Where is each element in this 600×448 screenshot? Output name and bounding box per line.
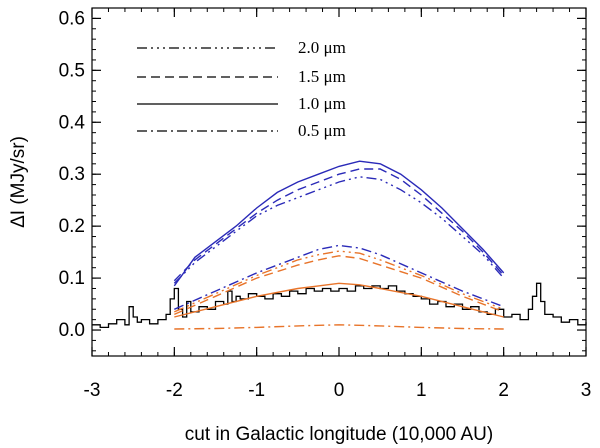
series-line-6 [174, 282, 504, 318]
legend-label-1um: 1.0 μm [298, 94, 346, 113]
observed-histogram-line [92, 282, 587, 329]
series-layer [92, 160, 587, 330]
legend-label-2um: 2.0 μm [298, 38, 346, 57]
x-tick-label: -1 [248, 380, 265, 401]
y-tick-label: 0.4 [59, 112, 86, 133]
y-tick-label: 0.3 [59, 164, 85, 185]
series-line-2 [173, 160, 505, 287]
legend-label-1-5um: 1.5 μm [298, 67, 346, 86]
y-tick-label: 0.1 [59, 268, 85, 289]
y-tick-label: 0.0 [59, 320, 85, 341]
series-line-5 [174, 255, 504, 316]
series-line-4 [174, 250, 504, 313]
x-axis-title: cut in Galactic longitude (10,000 AU) [185, 424, 493, 445]
x-tick-label: 0 [334, 380, 345, 401]
series-line-1 [173, 168, 505, 282]
x-tick-label: -2 [166, 380, 183, 401]
x-tick-label: 2 [498, 380, 509, 401]
x-tick-label: 1 [416, 380, 427, 401]
x-tick-label: 3 [581, 380, 592, 401]
legend: 2.0 μm 1.5 μm 1.0 μm 0.5 μm [137, 38, 346, 140]
series-line-0 [173, 176, 505, 284]
series-line-7 [174, 324, 504, 330]
y-tick-label: 0.6 [59, 8, 85, 29]
y-tick-label: 0.2 [59, 216, 85, 237]
series-line-3 [174, 244, 504, 310]
ticks-layer: -3 -2 -1 0 1 2 3 0.0 0.1 0.2 0.3 0.4 0.5 0.6 [59, 8, 592, 401]
x-tick-label: -3 [84, 380, 101, 401]
legend-label-0-5um: 0.5 μm [298, 121, 346, 140]
y-axis-title: ΔI (MJy/sr) [8, 136, 29, 228]
y-tick-label: 0.5 [59, 60, 85, 81]
